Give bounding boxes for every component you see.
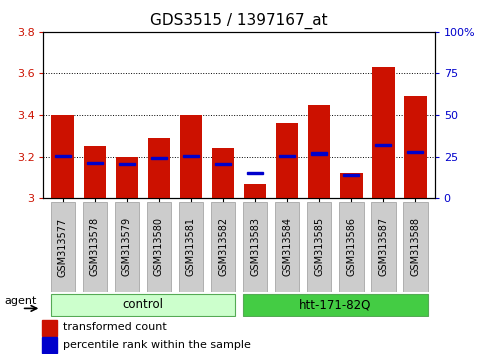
- Bar: [276, 124, 298, 198]
- Text: GSM313584: GSM313584: [282, 217, 292, 276]
- Bar: [42, 320, 57, 336]
- Text: htt-171-82Q: htt-171-82Q: [299, 298, 371, 311]
- Text: GSM313579: GSM313579: [122, 217, 132, 276]
- Text: GSM313577: GSM313577: [57, 217, 68, 276]
- FancyBboxPatch shape: [307, 202, 331, 292]
- Bar: [375, 143, 391, 145]
- FancyBboxPatch shape: [83, 202, 107, 292]
- Text: GSM313580: GSM313580: [154, 217, 164, 276]
- Bar: [247, 172, 263, 174]
- FancyBboxPatch shape: [51, 294, 235, 316]
- Bar: [183, 155, 199, 157]
- Bar: [42, 337, 57, 353]
- Bar: [180, 115, 202, 198]
- Bar: [343, 174, 359, 176]
- Text: agent: agent: [4, 296, 37, 306]
- FancyBboxPatch shape: [371, 202, 396, 292]
- Text: transformed count: transformed count: [63, 322, 167, 332]
- Title: GDS3515 / 1397167_at: GDS3515 / 1397167_at: [150, 13, 328, 29]
- Text: GSM313586: GSM313586: [346, 217, 356, 276]
- Bar: [212, 148, 234, 198]
- Text: GSM313583: GSM313583: [250, 217, 260, 276]
- FancyBboxPatch shape: [403, 202, 427, 292]
- Bar: [119, 163, 135, 165]
- Bar: [340, 173, 363, 198]
- Text: GSM313578: GSM313578: [90, 217, 100, 276]
- Bar: [408, 151, 424, 153]
- Text: GSM313581: GSM313581: [186, 217, 196, 276]
- Text: control: control: [122, 298, 163, 311]
- Bar: [87, 162, 103, 164]
- Bar: [372, 67, 395, 198]
- Text: GSM313588: GSM313588: [411, 217, 421, 276]
- Text: GSM313585: GSM313585: [314, 217, 324, 276]
- Bar: [151, 157, 167, 159]
- FancyBboxPatch shape: [51, 202, 75, 292]
- Bar: [308, 105, 330, 198]
- FancyBboxPatch shape: [211, 202, 235, 292]
- Bar: [148, 138, 170, 198]
- Bar: [215, 163, 231, 165]
- Text: GSM313582: GSM313582: [218, 217, 228, 276]
- Bar: [84, 146, 106, 198]
- Bar: [279, 155, 295, 157]
- Bar: [55, 155, 71, 157]
- Bar: [244, 184, 266, 198]
- FancyBboxPatch shape: [275, 202, 299, 292]
- FancyBboxPatch shape: [147, 202, 171, 292]
- FancyBboxPatch shape: [339, 202, 364, 292]
- Bar: [115, 157, 138, 198]
- FancyBboxPatch shape: [114, 202, 139, 292]
- Text: GSM313587: GSM313587: [378, 217, 388, 276]
- FancyBboxPatch shape: [243, 294, 427, 316]
- Text: percentile rank within the sample: percentile rank within the sample: [63, 340, 251, 350]
- Bar: [52, 115, 74, 198]
- FancyBboxPatch shape: [179, 202, 203, 292]
- Bar: [404, 96, 426, 198]
- Bar: [311, 153, 327, 155]
- FancyBboxPatch shape: [243, 202, 267, 292]
